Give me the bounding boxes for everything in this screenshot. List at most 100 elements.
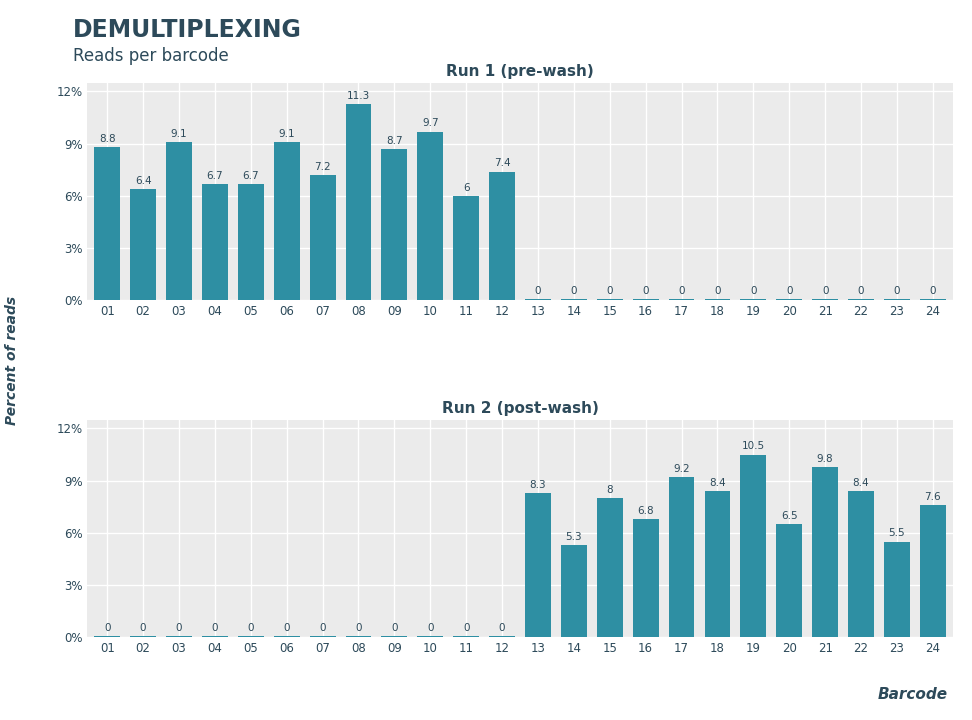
Bar (94, 636, 121, 637)
Text: 0: 0 (929, 286, 936, 296)
Bar (130, 636, 156, 637)
Text: 0: 0 (284, 623, 290, 633)
Bar (705, 491, 730, 637)
Text: 6.7: 6.7 (207, 171, 224, 181)
Text: 5.3: 5.3 (566, 532, 582, 542)
Text: 11.3: 11.3 (347, 91, 370, 101)
Text: 0: 0 (212, 623, 218, 633)
Bar (238, 184, 263, 300)
Text: 10.5: 10.5 (742, 441, 765, 451)
Text: 6: 6 (463, 183, 469, 193)
Bar (813, 467, 838, 637)
Bar (813, 299, 838, 300)
Text: 0: 0 (857, 286, 864, 296)
Title: Run 1 (pre-wash): Run 1 (pre-wash) (446, 64, 594, 79)
Text: 0: 0 (248, 623, 254, 633)
Bar (238, 636, 263, 637)
Text: 8.4: 8.4 (710, 478, 726, 488)
Text: 0: 0 (140, 623, 147, 633)
Text: 0: 0 (535, 286, 541, 296)
Text: 0: 0 (391, 623, 398, 633)
Text: 6.5: 6.5 (781, 511, 798, 521)
Text: 6.8: 6.8 (638, 505, 654, 516)
Text: 9.1: 9.1 (171, 129, 188, 139)
Bar (489, 636, 515, 637)
Bar (884, 541, 910, 637)
Bar (166, 142, 191, 300)
Text: 9.8: 9.8 (816, 454, 833, 464)
Text: 0: 0 (463, 623, 469, 633)
Text: 9.1: 9.1 (278, 129, 295, 139)
Text: 0: 0 (750, 286, 756, 296)
Text: 5.5: 5.5 (888, 528, 905, 539)
Text: 0: 0 (176, 623, 183, 633)
Text: 0: 0 (642, 286, 649, 296)
Bar (633, 299, 659, 300)
Bar (453, 636, 479, 637)
Text: 0: 0 (571, 286, 577, 296)
Bar (561, 545, 587, 637)
Text: 7.2: 7.2 (314, 162, 330, 172)
Text: 0: 0 (104, 623, 111, 633)
Text: 0: 0 (355, 623, 362, 633)
Bar (94, 147, 121, 300)
Bar (310, 636, 335, 637)
Bar (346, 636, 371, 637)
Bar (417, 636, 443, 637)
Bar (274, 142, 299, 300)
Bar (130, 189, 156, 300)
Text: 0: 0 (499, 623, 505, 633)
Bar (202, 636, 227, 637)
Bar (489, 171, 515, 300)
Bar (920, 505, 946, 637)
Bar (884, 299, 910, 300)
Bar (741, 454, 766, 637)
Bar (525, 492, 551, 637)
Bar (453, 196, 479, 300)
Bar (166, 636, 191, 637)
Bar (274, 636, 299, 637)
Bar (346, 104, 371, 300)
Bar (920, 299, 946, 300)
Text: 0: 0 (893, 286, 900, 296)
Text: 6.7: 6.7 (242, 171, 260, 181)
Bar (597, 299, 623, 300)
Bar (597, 498, 623, 637)
Text: 0: 0 (320, 623, 326, 633)
Text: 8.4: 8.4 (852, 478, 869, 488)
Bar (633, 519, 659, 637)
Text: 0: 0 (714, 286, 720, 296)
Bar (202, 184, 227, 300)
Bar (525, 299, 551, 300)
Text: 0: 0 (427, 623, 434, 633)
Text: 0: 0 (822, 286, 828, 296)
Text: Barcode: Barcode (878, 687, 948, 702)
Text: 8.8: 8.8 (99, 134, 116, 144)
Bar (705, 299, 730, 300)
Text: DEMULTIPLEXING: DEMULTIPLEXING (73, 18, 301, 42)
Text: 0: 0 (678, 286, 685, 296)
Text: 7.4: 7.4 (494, 158, 510, 168)
Text: Percent of reads: Percent of reads (5, 295, 18, 425)
Bar (741, 299, 766, 300)
Bar (669, 477, 694, 637)
Text: 7.6: 7.6 (924, 492, 941, 502)
Bar (381, 636, 407, 637)
Text: 0: 0 (607, 286, 613, 296)
Title: Run 2 (post-wash): Run 2 (post-wash) (441, 401, 599, 416)
Bar (381, 149, 407, 300)
Bar (777, 299, 802, 300)
Bar (849, 491, 874, 637)
Text: 0: 0 (786, 286, 792, 296)
Bar (561, 299, 587, 300)
Text: 8.3: 8.3 (530, 480, 546, 490)
Text: 9.2: 9.2 (674, 464, 690, 474)
Bar (417, 132, 443, 300)
Bar (777, 524, 802, 637)
Text: 8.7: 8.7 (386, 136, 402, 145)
Text: Reads per barcode: Reads per barcode (73, 47, 228, 65)
Bar (669, 299, 694, 300)
Bar (849, 299, 874, 300)
Text: 9.7: 9.7 (422, 118, 438, 128)
Bar (310, 175, 335, 300)
